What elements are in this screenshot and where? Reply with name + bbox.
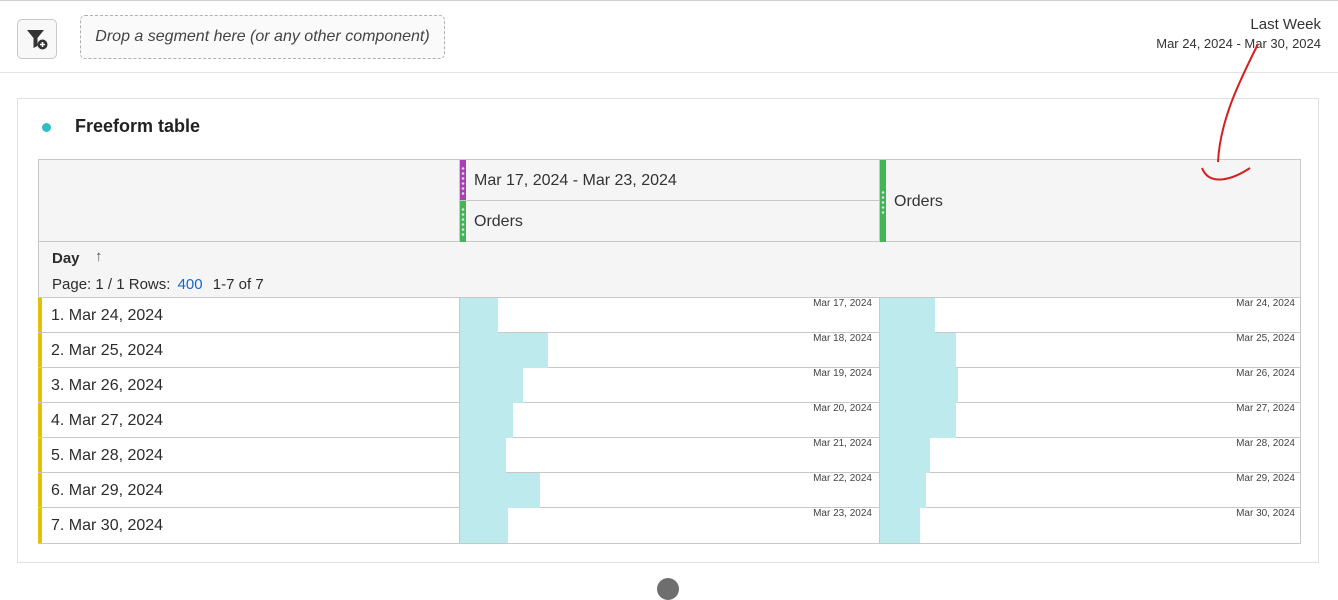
row-label[interactable]: 2. Mar 25, 2024 — [51, 342, 164, 359]
cell-fill-bar — [460, 368, 523, 403]
date-range-picker[interactable]: Last Week Mar 24, 2024 - Mar 30, 2024 — [1156, 16, 1321, 51]
table-row[interactable]: 6. Mar 29, 2024 Mar 22, 2024 Mar 29, 202… — [38, 473, 1302, 508]
cell-fill-bar — [460, 298, 498, 333]
row-label[interactable]: 6. Mar 29, 2024 — [51, 482, 164, 499]
cell-fill-bar — [460, 333, 549, 368]
metric-drag-handle[interactable] — [460, 201, 466, 242]
cell-date: Mar 28, 2024 — [1236, 438, 1295, 449]
segment-drop-zone[interactable]: Drop a segment here (or any other compon… — [80, 15, 445, 59]
cell-orders: Mar 26, 2024 — [879, 368, 1302, 403]
table-header: Mar 17, 2024 - Mar 23, 2024 Orders Order… — [39, 160, 1300, 242]
cell-orders-prev: Mar 19, 2024 — [459, 368, 879, 403]
red-annotation-arrow — [1201, 43, 1259, 181]
cell-orders-prev: Mar 23, 2024 — [459, 508, 879, 543]
cell-orders: Mar 27, 2024 — [879, 403, 1302, 438]
cell-orders-prev: Mar 18, 2024 — [459, 333, 879, 368]
cell-date: Mar 24, 2024 — [1236, 298, 1295, 309]
dimension-label[interactable]: Day — [52, 250, 80, 267]
cell-date: Mar 26, 2024 — [1236, 368, 1295, 379]
cell-date: Mar 25, 2024 — [1236, 333, 1295, 344]
cell-date: Mar 18, 2024 — [813, 333, 872, 344]
cell-fill-bar — [880, 403, 956, 438]
panel-status-dot — [42, 123, 51, 132]
row-label[interactable]: 5. Mar 28, 2024 — [51, 447, 164, 464]
cell-date: Mar 19, 2024 — [813, 368, 872, 379]
table-row[interactable]: 2. Mar 25, 2024 Mar 18, 2024 Mar 25, 202… — [38, 333, 1302, 368]
rows-per-page-selector[interactable]: 400 — [177, 276, 203, 293]
cell-fill-bar — [460, 438, 507, 473]
metric-drag-handle[interactable] — [880, 160, 886, 242]
cell-date: Mar 27, 2024 — [1236, 403, 1295, 414]
table-body: 1. Mar 24, 2024 Mar 17, 2024 Mar 24, 202… — [38, 298, 1302, 543]
row-label[interactable]: 4. Mar 27, 2024 — [51, 412, 164, 429]
column-header-metric[interactable]: Orders — [879, 160, 1302, 242]
cell-orders: Mar 24, 2024 — [879, 298, 1302, 333]
row-indicator — [38, 438, 42, 472]
row-indicator — [38, 473, 42, 507]
panel-title[interactable]: Freeform table — [75, 116, 201, 136]
metric-label: Orders — [474, 213, 523, 230]
cell-date: Mar 30, 2024 — [1236, 508, 1295, 519]
dimension-header: Day ↑ Page: 1 / 1 Rows: 400 1-7 of 7 — [39, 242, 1300, 298]
column-header-segment[interactable]: Mar 17, 2024 - Mar 23, 2024 Orders — [459, 160, 880, 242]
freeform-panel: Freeform table Mar 17, 2024 - Mar 23, 20… — [17, 98, 1319, 563]
cell-orders: Mar 28, 2024 — [879, 438, 1302, 473]
freeform-table: Mar 17, 2024 - Mar 23, 2024 Orders Order… — [38, 159, 1301, 544]
row-range: 1-7 of 7 — [212, 276, 264, 293]
cell-date: Mar 23, 2024 — [813, 508, 872, 519]
row-label[interactable]: 1. Mar 24, 2024 — [51, 307, 164, 324]
date-range-value: Mar 24, 2024 - Mar 30, 2024 — [1156, 36, 1321, 51]
page-label: Page: 1 / 1 — [52, 276, 125, 293]
row-label[interactable]: 3. Mar 26, 2024 — [51, 377, 164, 394]
table-row[interactable]: 1. Mar 24, 2024 Mar 17, 2024 Mar 24, 202… — [38, 298, 1302, 333]
cell-date: Mar 17, 2024 — [813, 298, 872, 309]
table-row[interactable]: 3. Mar 26, 2024 Mar 19, 2024 Mar 26, 202… — [38, 368, 1302, 403]
sort-ascending-icon[interactable]: ↑ — [95, 248, 103, 265]
table-row[interactable]: 7. Mar 30, 2024 Mar 23, 2024 Mar 30, 202… — [38, 508, 1302, 543]
cell-orders: Mar 29, 2024 — [879, 473, 1302, 508]
add-segment-button[interactable] — [17, 19, 57, 59]
cell-date: Mar 20, 2024 — [813, 403, 872, 414]
segment-drag-handle[interactable] — [460, 160, 466, 201]
add-panel-icon[interactable] — [657, 578, 679, 600]
cell-fill-bar — [880, 298, 935, 333]
cell-orders-prev: Mar 21, 2024 — [459, 438, 879, 473]
divider — [0, 72, 1338, 73]
cell-date: Mar 21, 2024 — [813, 438, 872, 449]
date-range-label: Last Week — [1250, 16, 1321, 33]
row-indicator — [38, 298, 42, 332]
cell-fill-bar — [460, 508, 509, 543]
cell-orders-prev: Mar 20, 2024 — [459, 403, 879, 438]
metric-label: Orders — [894, 193, 943, 210]
segment-label: Mar 17, 2024 - Mar 23, 2024 — [474, 172, 677, 189]
cell-fill-bar — [880, 438, 931, 473]
rows-label: Rows: — [128, 276, 171, 293]
row-indicator — [38, 403, 42, 437]
table-row[interactable]: 5. Mar 28, 2024 Mar 21, 2024 Mar 28, 202… — [38, 438, 1302, 473]
filter-add-icon — [27, 30, 48, 50]
cell-orders-prev: Mar 17, 2024 — [459, 298, 879, 333]
cell-fill-bar — [460, 403, 513, 438]
row-indicator — [38, 333, 42, 367]
cell-fill-bar — [460, 473, 540, 508]
cell-orders: Mar 30, 2024 — [879, 508, 1302, 543]
row-label[interactable]: 7. Mar 30, 2024 — [51, 517, 164, 534]
cell-date: Mar 29, 2024 — [1236, 473, 1295, 484]
drop-zone-text: Drop a segment here (or any other compon… — [95, 28, 430, 45]
table-row[interactable]: 4. Mar 27, 2024 Mar 20, 2024 Mar 27, 202… — [38, 403, 1302, 438]
cell-date: Mar 22, 2024 — [813, 473, 872, 484]
row-indicator — [38, 508, 42, 543]
cell-fill-bar — [880, 508, 920, 543]
cell-fill-bar — [880, 333, 956, 368]
top-border — [0, 0, 1338, 1]
row-indicator — [38, 368, 42, 402]
cell-fill-bar — [880, 473, 927, 508]
cell-orders: Mar 25, 2024 — [879, 333, 1302, 368]
cell-orders-prev: Mar 22, 2024 — [459, 473, 879, 508]
cell-fill-bar — [880, 368, 958, 403]
